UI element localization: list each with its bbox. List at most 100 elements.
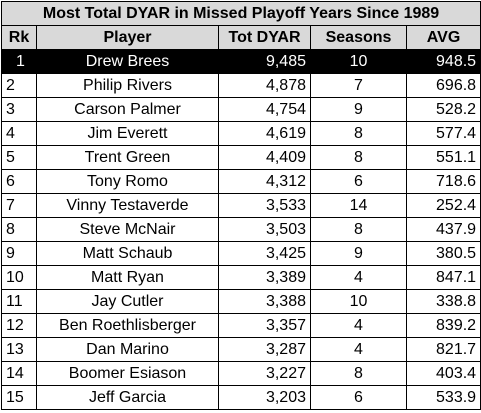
seasons-cell[interactable]: 14 <box>310 193 407 218</box>
player-cell[interactable]: Carson Palmer <box>36 97 219 122</box>
header-row: Rk Player Tot DYAR Seasons AVG <box>1 25 481 50</box>
seasons-cell[interactable]: 8 <box>310 121 407 146</box>
header-rk[interactable]: Rk <box>1 25 37 50</box>
table-row: 1 Drew Brees 9,485 10 948.5 <box>1 49 481 74</box>
seasons-cell[interactable]: 10 <box>310 49 407 74</box>
table-body: 1 Drew Brees 9,485 10 948.5 2 Philip Rivers 4,8… <box>1 49 481 410</box>
seasons-cell[interactable]: 9 <box>310 241 407 266</box>
table-row: 9 Matt Schaub 3,425 9 380.5 <box>1 241 481 266</box>
seasons-cell[interactable]: 6 <box>310 169 407 194</box>
player-cell[interactable]: Tony Romo <box>36 169 219 194</box>
player-cell[interactable]: Ben Roethlisberger <box>36 313 219 338</box>
seasons-cell[interactable]: 7 <box>310 73 407 98</box>
avg-cell[interactable]: 551.1 <box>405 145 481 170</box>
table-row: 14 Boomer Esiason 3,227 8 403.4 <box>1 361 481 386</box>
tot-dyar-cell[interactable]: 3,389 <box>218 265 311 290</box>
header-tot-dyar[interactable]: Tot DYAR <box>218 25 311 50</box>
tot-dyar-cell[interactable]: 3,203 <box>218 385 311 410</box>
table-row: 8 Steve McNair 3,503 8 437.9 <box>1 217 481 242</box>
rk-cell[interactable]: 14 <box>1 361 37 386</box>
table-title[interactable]: Most Total DYAR in Missed Playoff Years … <box>0 1 481 26</box>
rk-cell[interactable]: 10 <box>1 265 37 290</box>
rk-cell[interactable]: 1 <box>1 49 37 74</box>
table-row: 5 Trent Green 4,409 8 551.1 <box>1 145 481 170</box>
player-cell[interactable]: Jay Cutler <box>36 289 219 314</box>
rk-cell[interactable]: 3 <box>1 97 37 122</box>
avg-cell[interactable]: 577.4 <box>405 121 481 146</box>
avg-cell[interactable]: 948.5 <box>405 49 481 74</box>
tot-dyar-cell[interactable]: 4,409 <box>218 145 311 170</box>
table-row: 7 Vinny Testaverde 3,533 14 252.4 <box>1 193 481 218</box>
avg-cell[interactable]: 847.1 <box>405 265 481 290</box>
tot-dyar-cell[interactable]: 3,357 <box>218 313 311 338</box>
player-cell[interactable]: Dan Marino <box>36 337 219 362</box>
tot-dyar-cell[interactable]: 3,227 <box>218 361 311 386</box>
tot-dyar-cell[interactable]: 3,503 <box>218 217 311 242</box>
avg-cell[interactable]: 380.5 <box>405 241 481 266</box>
avg-cell[interactable]: 696.8 <box>405 73 481 98</box>
table-row: 12 Ben Roethlisberger 3,357 4 839.2 <box>1 313 481 338</box>
rk-cell[interactable]: 13 <box>1 337 37 362</box>
player-cell[interactable]: Jim Everett <box>36 121 219 146</box>
header-seasons[interactable]: Seasons <box>310 25 407 50</box>
player-cell[interactable]: Matt Ryan <box>36 265 219 290</box>
rk-cell[interactable]: 12 <box>1 313 37 338</box>
rk-cell[interactable]: 9 <box>1 241 37 266</box>
seasons-cell[interactable]: 4 <box>310 265 407 290</box>
table-row: 4 Jim Everett 4,619 8 577.4 <box>1 121 481 146</box>
player-cell[interactable]: Vinny Testaverde <box>36 193 219 218</box>
rk-cell[interactable]: 5 <box>1 145 37 170</box>
avg-cell[interactable]: 821.7 <box>405 337 481 362</box>
rk-cell[interactable]: 7 <box>1 193 37 218</box>
table-row: 2 Philip Rivers 4,878 7 696.8 <box>1 73 481 98</box>
player-cell[interactable]: Matt Schaub <box>36 241 219 266</box>
table-row: 11 Jay Cutler 3,388 10 338.8 <box>1 289 481 314</box>
avg-cell[interactable]: 338.8 <box>405 289 481 314</box>
table-row: 3 Carson Palmer 4,754 9 528.2 <box>1 97 481 122</box>
table-row: 15 Jeff Garcia 3,203 6 533.9 <box>1 385 481 410</box>
header-player[interactable]: Player <box>36 25 219 50</box>
rk-cell[interactable]: 4 <box>1 121 37 146</box>
tot-dyar-cell[interactable]: 4,619 <box>218 121 311 146</box>
header-avg[interactable]: AVG <box>405 25 481 50</box>
avg-cell[interactable]: 437.9 <box>405 217 481 242</box>
rk-cell[interactable]: 15 <box>1 385 37 410</box>
player-cell[interactable]: Trent Green <box>36 145 219 170</box>
avg-cell[interactable]: 533.9 <box>405 385 481 410</box>
title-row: Most Total DYAR in Missed Playoff Years … <box>0 1 481 26</box>
seasons-cell[interactable]: 6 <box>310 385 407 410</box>
rk-cell[interactable]: 6 <box>1 169 37 194</box>
tot-dyar-cell[interactable]: 3,388 <box>218 289 311 314</box>
avg-cell[interactable]: 839.2 <box>405 313 481 338</box>
player-cell[interactable]: Drew Brees <box>36 49 219 74</box>
table-row: 13 Dan Marino 3,287 4 821.7 <box>1 337 481 362</box>
avg-cell[interactable]: 528.2 <box>405 97 481 122</box>
player-cell[interactable]: Jeff Garcia <box>36 385 219 410</box>
tot-dyar-cell[interactable]: 4,878 <box>218 73 311 98</box>
seasons-cell[interactable]: 9 <box>310 97 407 122</box>
tot-dyar-cell[interactable]: 4,312 <box>218 169 311 194</box>
seasons-cell[interactable]: 10 <box>310 289 407 314</box>
avg-cell[interactable]: 718.6 <box>405 169 481 194</box>
tot-dyar-cell[interactable]: 4,754 <box>218 97 311 122</box>
tot-dyar-cell[interactable]: 3,287 <box>218 337 311 362</box>
rk-cell[interactable]: 2 <box>1 73 37 98</box>
player-cell[interactable]: Boomer Esiason <box>36 361 219 386</box>
rk-cell[interactable]: 8 <box>1 217 37 242</box>
tot-dyar-cell[interactable]: 3,425 <box>218 241 311 266</box>
player-cell[interactable]: Steve McNair <box>36 217 219 242</box>
seasons-cell[interactable]: 8 <box>310 217 407 242</box>
seasons-cell[interactable]: 4 <box>310 313 407 338</box>
avg-cell[interactable]: 252.4 <box>405 193 481 218</box>
rk-cell[interactable]: 11 <box>1 289 37 314</box>
seasons-cell[interactable]: 8 <box>310 145 407 170</box>
avg-cell[interactable]: 403.4 <box>405 361 481 386</box>
seasons-cell[interactable]: 4 <box>310 337 407 362</box>
player-cell[interactable]: Philip Rivers <box>36 73 219 98</box>
seasons-cell[interactable]: 8 <box>310 361 407 386</box>
tot-dyar-cell[interactable]: 9,485 <box>218 49 311 74</box>
tot-dyar-cell[interactable]: 3,533 <box>218 193 311 218</box>
table-row: 6 Tony Romo 4,312 6 718.6 <box>1 169 481 194</box>
